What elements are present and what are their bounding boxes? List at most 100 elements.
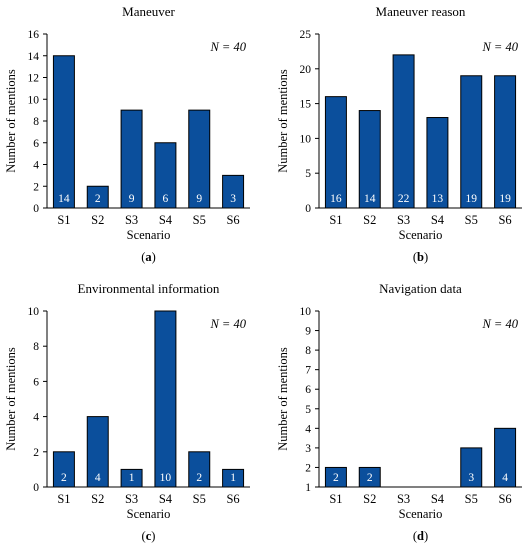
bar-s6 (222, 174, 245, 209)
bar-s4 (154, 310, 177, 488)
bar-value-label: 2 (367, 472, 373, 484)
bar-value-label: 1 (230, 472, 236, 484)
y-tick-label: 4 (33, 160, 39, 172)
bar-value-label: 4 (95, 472, 101, 484)
y-axis-title: Number of mentions (4, 347, 18, 451)
chart-panel-3: Environmental information N = 40 0 2 4 6 8 10 Nu… (4, 281, 250, 543)
x-tick-label: S4 (431, 213, 445, 227)
y-tick-label: 25 (300, 29, 312, 41)
y-tick-label: 9 (305, 326, 311, 338)
y-tick-label: 14 (28, 51, 40, 63)
x-tick-label: S2 (363, 492, 376, 506)
chart-panel-1: Maneuver N = 40 0 2 4 6 8 10 12 14 16 Number of men… (4, 4, 250, 264)
y-tick-label: 6 (33, 138, 39, 150)
y-tick-label: 10 (28, 306, 40, 318)
y-axis-title: Number of mentions (4, 69, 18, 173)
bar-value-label: 4 (502, 472, 508, 484)
bar-s6 (494, 75, 517, 209)
sample-size-annotation: N = 40 (481, 40, 518, 54)
x-tick-label: S2 (363, 213, 376, 227)
bar-s1 (52, 55, 75, 209)
x-tick-label: S5 (465, 213, 478, 227)
x-tick-label: S6 (226, 492, 239, 506)
bar-s3 (392, 54, 415, 209)
y-axis-title: Number of mentions (276, 69, 290, 173)
x-tick-label: S4 (159, 492, 173, 506)
x-tick-label: S6 (498, 213, 511, 227)
x-tick-label: S6 (498, 492, 511, 506)
x-tick-label: S4 (159, 213, 173, 227)
y-tick-label: 2 (305, 462, 311, 474)
y-tick-label: 0 (305, 203, 311, 215)
x-tick-label: S3 (397, 213, 410, 227)
y-tick-label: 4 (33, 412, 39, 424)
x-axis-title: Scenario (127, 507, 171, 521)
bar-s2 (358, 466, 381, 488)
panel-label: (c) (142, 529, 156, 543)
y-tick-label: 20 (300, 64, 312, 76)
y-tick-label: 1 (305, 482, 311, 494)
x-tick-label: S5 (465, 492, 478, 506)
y-tick-label: 6 (305, 384, 311, 396)
y-tick-label: 2 (33, 447, 39, 459)
y-tick-label: 8 (33, 341, 39, 353)
bar-s1 (324, 96, 347, 209)
x-tick-label: S5 (193, 492, 206, 506)
bar-s4 (154, 142, 177, 209)
chart-title: Navigation data (379, 281, 462, 296)
x-tick-label: S4 (431, 492, 445, 506)
bar-value-label: 19 (466, 193, 478, 205)
x-tick-label: S1 (57, 492, 70, 506)
bar-s2 (86, 185, 109, 209)
y-axis-title: Number of mentions (276, 347, 290, 451)
y-tick-label: 4 (305, 423, 311, 435)
y-tick-label: 6 (33, 376, 39, 388)
bar-value-label: 2 (95, 193, 101, 205)
y-tick-label: 5 (305, 404, 311, 416)
y-tick-label: 15 (300, 99, 312, 111)
bar-value-label: 3 (468, 472, 474, 484)
x-axis-title: Scenario (399, 228, 443, 242)
x-tick-label: S1 (57, 213, 70, 227)
bar-value-label: 2 (333, 472, 339, 484)
sample-size-annotation: N = 40 (209, 40, 246, 54)
x-tick-label: S6 (226, 213, 239, 227)
bar-value-label: 14 (364, 193, 376, 205)
bar-s6 (222, 468, 245, 488)
x-tick-label: S1 (329, 213, 342, 227)
bar-s1 (52, 451, 75, 488)
panel-label: (d) (413, 529, 428, 543)
bar-s3 (120, 109, 143, 209)
y-tick-label: 10 (300, 133, 312, 145)
bar-value-label: 1 (129, 472, 135, 484)
bar-s5 (460, 75, 483, 209)
y-tick-label: 8 (33, 116, 39, 128)
x-axis-title: Scenario (399, 507, 443, 521)
x-tick-label: S3 (125, 213, 138, 227)
bar-s1 (324, 466, 347, 488)
bar-value-label: 22 (398, 193, 410, 205)
y-tick-label: 3 (305, 443, 311, 455)
panel-label: (a) (141, 250, 156, 264)
bar-value-label: 14 (58, 193, 70, 205)
x-tick-label: S2 (91, 213, 104, 227)
bar-s5 (460, 447, 483, 488)
chart-panel-2: Maneuver reason N = 40 0 5 10 15 20 25 Number of… (276, 4, 522, 264)
y-tick-label: 8 (305, 345, 311, 357)
chart-title: Maneuver (122, 4, 175, 19)
y-tick-label: 7 (305, 365, 311, 377)
bar-s5 (188, 451, 211, 488)
bar-s2 (358, 110, 381, 209)
bar-value-label: 10 (160, 472, 172, 484)
x-axis-title: Scenario (127, 228, 171, 242)
y-tick-label: 0 (33, 482, 39, 494)
chart-title: Maneuver reason (376, 4, 466, 19)
sample-size-annotation: N = 40 (481, 317, 518, 331)
y-tick-label: 0 (33, 203, 39, 215)
bar-s2 (86, 416, 109, 488)
bar-value-label: 2 (196, 472, 202, 484)
bar-value-label: 2 (61, 472, 67, 484)
bar-value-label: 9 (196, 193, 202, 205)
bar-s4 (426, 117, 449, 209)
